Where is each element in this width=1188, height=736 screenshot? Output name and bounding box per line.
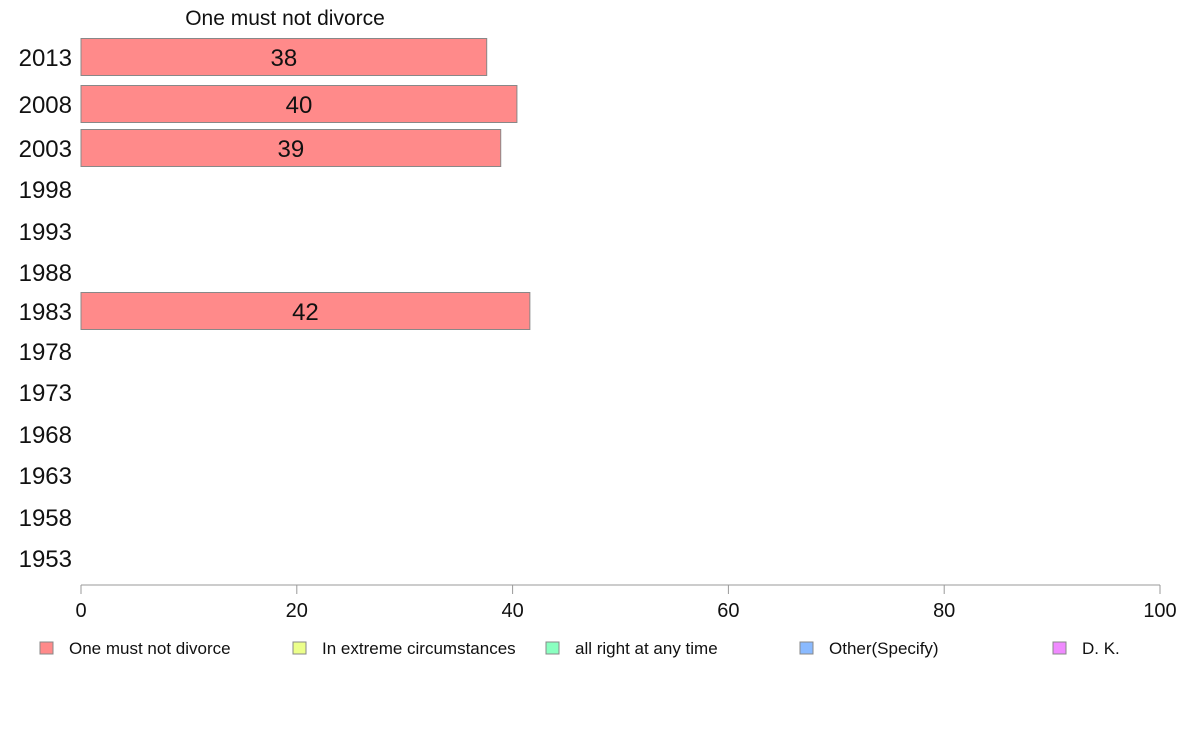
x-tick-label: 0	[75, 600, 86, 622]
x-tick-label: 20	[286, 600, 308, 622]
legend-swatch	[799, 641, 814, 655]
chart-title: One must not divorce	[185, 7, 385, 30]
legend-label: One must not divorce	[69, 639, 231, 658]
category-label: 1978	[19, 339, 72, 366]
category-label: 1998	[19, 177, 72, 204]
category-label: 2013	[19, 45, 72, 72]
x-axis: 0 20 40 60 80 100	[75, 584, 1177, 622]
legend-label: In extreme circumstances	[322, 639, 516, 658]
x-tick-label: 80	[933, 600, 955, 622]
bar	[80, 129, 502, 167]
bar-value-label: 39	[278, 136, 305, 163]
category-label: 1958	[19, 505, 72, 532]
category-label: 1993	[19, 219, 72, 246]
category-label: 1968	[19, 422, 72, 449]
legend-swatch	[39, 641, 54, 655]
legend-swatch	[1052, 641, 1067, 655]
bar	[80, 85, 518, 123]
legend-swatch	[545, 641, 560, 655]
bar-value-label: 38	[271, 45, 298, 72]
bar	[80, 38, 488, 76]
x-tick-label: 40	[501, 600, 523, 622]
category-label: 1988	[19, 260, 72, 287]
bar-value-label: 40	[286, 92, 313, 119]
category-label: 1983	[19, 299, 72, 326]
bar-value-label: 42	[292, 299, 319, 326]
legend-label: Other(Specify)	[829, 639, 939, 658]
category-labels: 2013 2008 2003 1998 1993 1988 1983 1978 1973 1968…	[19, 45, 72, 573]
legend-swatch	[292, 641, 307, 655]
legend-label: all right at any time	[575, 639, 718, 658]
category-label: 1963	[19, 463, 72, 490]
bar-group: 38 40 39 42	[80, 38, 531, 330]
category-label: 1953	[19, 546, 72, 573]
x-tick-label: 60	[717, 600, 739, 622]
category-label: 1973	[19, 380, 72, 407]
bar	[80, 292, 531, 330]
legend: One must not divorce In extreme circumsta…	[39, 639, 1120, 658]
category-label: 2003	[19, 136, 72, 163]
x-tick-label: 100	[1143, 600, 1176, 622]
legend-label: D. K.	[1082, 639, 1120, 658]
category-label: 2008	[19, 92, 72, 119]
